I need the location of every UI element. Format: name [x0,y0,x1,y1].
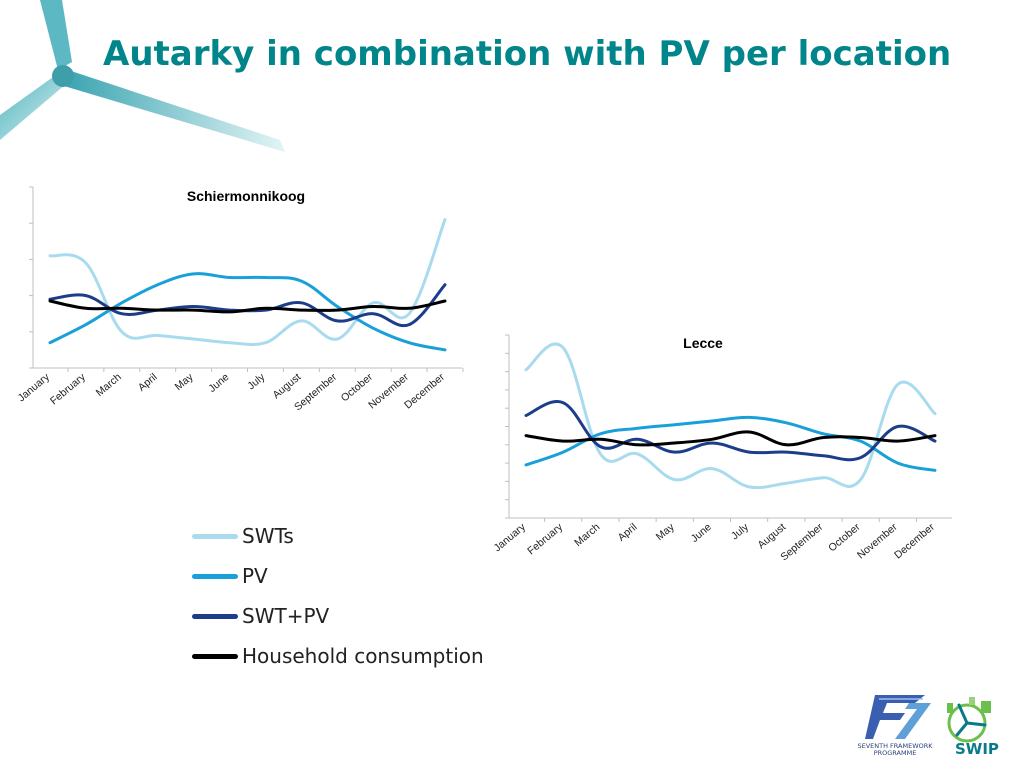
x-tick-label: January [492,521,529,555]
series-line-pv [524,415,937,472]
swip-logo-text: SWIP [955,740,999,758]
x-tick-label: June [689,521,714,545]
series-line-pv [48,272,447,352]
x-tick-label: December [892,521,937,562]
legend-swatch [192,534,238,539]
fp7-caption-line1: SEVENTH FRAMEWORK [857,742,933,750]
x-tick-label: November [855,521,900,562]
legend-label: Household consumption [242,644,484,668]
x-tick-label: May [654,521,677,543]
legend-swatch [192,574,238,579]
legend-swatch [192,654,238,659]
series-line-swts [48,218,447,347]
series-line-swts [524,342,937,490]
wind-turbine-icon [0,0,285,152]
slide-title: Autarky in combination with PV per locat… [103,34,952,74]
chart-title: Schiermonnikoog [187,188,305,204]
x-tick-label: February [525,521,565,558]
x-tick-label: April [616,521,640,544]
legend-label: SWT+PV [242,604,330,628]
fp7-caption-line2: PROGRAMME [873,749,917,757]
series-line-swt-pv [524,400,937,462]
x-tick-label: March [572,521,602,549]
legend-label: SWTs [242,524,294,548]
legend-label: PV [242,564,268,588]
x-tick-label: July [729,521,752,543]
x-tick-label: August [755,521,788,551]
legend-swatch [192,614,238,619]
chart-title: Lecce [683,335,723,351]
series-line-household-consumption [524,430,937,447]
fp7-logo-icon [865,695,931,739]
swip-logo-icon [947,697,991,743]
series-line-household-consumption [48,299,447,314]
